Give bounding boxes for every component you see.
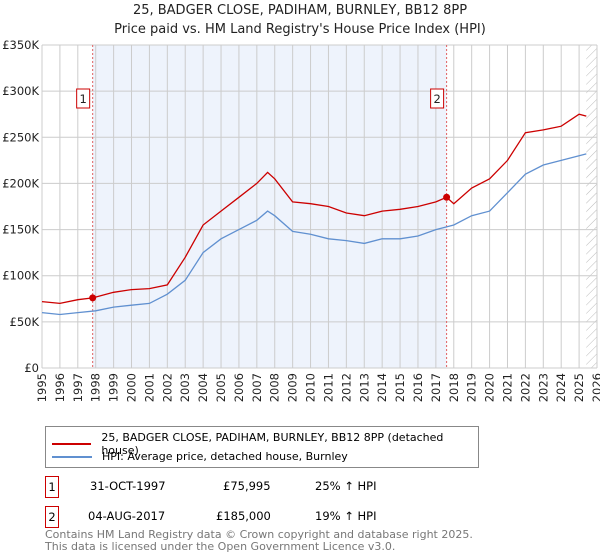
y-tick-label: £250K bbox=[2, 130, 39, 144]
y-tick-label: £300K bbox=[2, 84, 39, 98]
footer-line-1: Contains HM Land Registry data © Crown c… bbox=[45, 528, 473, 541]
transaction-marker: 2 bbox=[45, 506, 59, 528]
y-tick-label: £350K bbox=[2, 38, 39, 52]
footer-line-2: This data is licensed under the Open Gov… bbox=[45, 540, 396, 553]
marker-label: 1 bbox=[80, 92, 87, 106]
x-tick-label: 1995 bbox=[35, 373, 49, 402]
x-tick-label: 1998 bbox=[89, 373, 103, 402]
x-tick-label: 2011 bbox=[321, 373, 335, 402]
chart-title: 25, BADGER CLOSE, PADIHAM, BURNLEY, BB12… bbox=[132, 3, 468, 18]
shaded-period bbox=[92, 45, 447, 368]
y-tick-label: £0 bbox=[24, 361, 39, 375]
legend: 25, BADGER CLOSE, PADIHAM, BURNLEY, BB12… bbox=[45, 426, 479, 468]
x-tick-label: 2023 bbox=[536, 373, 550, 402]
x-tick-label: 2024 bbox=[554, 373, 568, 402]
transaction-hpi: 25% ↑ HPI bbox=[315, 479, 377, 493]
transaction-row: 1 31-OCT-1997 £75,995 25% ↑ HPI bbox=[45, 476, 445, 498]
marker-label: 2 bbox=[433, 92, 440, 106]
transaction-price: £185,000 bbox=[216, 509, 271, 523]
hpi-series-line bbox=[41, 153, 587, 316]
x-tick-label: 2019 bbox=[465, 373, 479, 402]
transaction-date: 04-AUG-2017 bbox=[88, 509, 166, 523]
x-tick-label: 2017 bbox=[429, 373, 443, 402]
x-tick-label: 2002 bbox=[160, 373, 174, 402]
x-tick-label: 2008 bbox=[268, 373, 282, 402]
legend-blue-label: HPI: Average price, detached house, Burn… bbox=[102, 450, 348, 463]
x-tick-label: 2012 bbox=[339, 373, 353, 402]
x-tick-label: 1996 bbox=[53, 373, 67, 402]
x-tick-label: 2001 bbox=[142, 373, 156, 402]
x-tick-label: 2014 bbox=[375, 373, 389, 402]
transaction-date: 31-OCT-1997 bbox=[90, 479, 166, 493]
sale-point bbox=[89, 294, 97, 302]
transaction-hpi: 19% ↑ HPI bbox=[315, 509, 377, 523]
legend-blue-line bbox=[52, 455, 92, 458]
x-tick-label: 2013 bbox=[357, 373, 371, 402]
x-tick-label: 2020 bbox=[483, 373, 497, 402]
x-tick-label: 2015 bbox=[393, 373, 407, 402]
plot-area: 1995 1996 1997 1998 1999 2000 2001 2002 2003 2004… bbox=[2, 38, 600, 402]
x-tick-label: 2022 bbox=[518, 373, 532, 402]
x-tick-label: 2003 bbox=[178, 373, 192, 402]
y-tick-label: £150K bbox=[2, 223, 39, 237]
sale-point bbox=[443, 193, 451, 201]
legend-red-line bbox=[52, 443, 92, 445]
x-tick-label: 1999 bbox=[107, 373, 121, 402]
x-tick-label: 2010 bbox=[304, 373, 318, 402]
x-tick-label: 2025 bbox=[572, 373, 586, 402]
marker-box bbox=[76, 88, 91, 109]
y-tick-label: £200K bbox=[2, 176, 39, 190]
transaction-marker: 1 bbox=[45, 476, 59, 498]
y-tick-label: £100K bbox=[2, 269, 39, 283]
x-tick-label: 2000 bbox=[125, 373, 139, 402]
x-tick-label: 2009 bbox=[286, 373, 300, 402]
x-tick-label: 2018 bbox=[447, 373, 461, 402]
x-tick-label: 2007 bbox=[250, 373, 264, 402]
marker-box bbox=[430, 88, 445, 109]
footer: Contains HM Land Registry data © Crown c… bbox=[45, 529, 473, 553]
legend-red-label: 25, BADGER CLOSE, PADIHAM, BURNLEY, BB12… bbox=[101, 431, 444, 457]
x-tick-label: 2006 bbox=[232, 373, 246, 402]
transaction-price: £75,995 bbox=[223, 479, 271, 493]
transaction-row: 2 04-AUG-2017 £185,000 19% ↑ HPI bbox=[45, 506, 445, 528]
x-tick-label: 2005 bbox=[214, 373, 228, 402]
x-tick-label: 2004 bbox=[196, 373, 210, 402]
x-tick-label: 2026 bbox=[590, 373, 600, 402]
price-paid-series-line bbox=[41, 113, 587, 305]
x-tick-label: 1997 bbox=[71, 373, 85, 402]
y-tick-label: £50K bbox=[10, 315, 40, 329]
forecast-hatch bbox=[586, 45, 597, 368]
chart-subtitle: Price paid vs. HM Land Registry's House … bbox=[114, 22, 486, 37]
x-tick-label: 2021 bbox=[500, 373, 514, 402]
x-tick-label: 2016 bbox=[411, 373, 425, 402]
